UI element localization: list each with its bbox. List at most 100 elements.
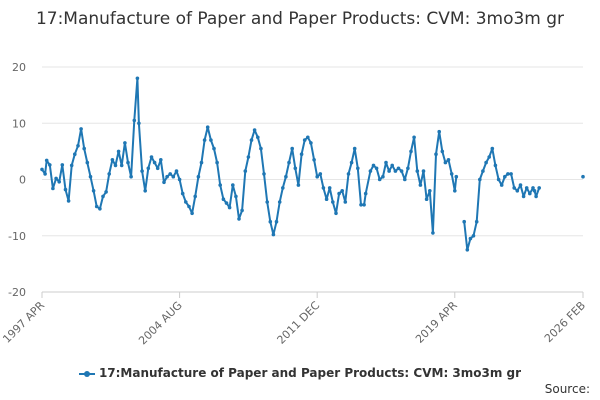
data-point	[240, 208, 244, 213]
data-point	[532, 189, 537, 193]
data-point	[265, 200, 270, 204]
data-point	[352, 146, 357, 151]
y-tick-label: 20	[12, 61, 26, 74]
data-point	[76, 144, 80, 148]
data-point	[359, 203, 363, 207]
data-point	[171, 174, 176, 179]
data-point	[212, 146, 216, 151]
data-point	[521, 194, 526, 199]
data-point	[465, 248, 470, 252]
data-point	[440, 149, 445, 154]
data-point	[66, 199, 71, 203]
data-point	[499, 183, 504, 187]
data-point	[509, 172, 513, 176]
y-tick-label: -20	[8, 286, 26, 299]
data-point	[268, 219, 273, 224]
data-point	[381, 174, 385, 179]
data-point	[524, 186, 529, 190]
data-point	[40, 167, 44, 172]
data-point	[474, 219, 479, 224]
data-point	[431, 231, 435, 235]
data-point	[453, 189, 457, 193]
data-point	[374, 166, 379, 171]
data-point	[255, 135, 260, 140]
data-point	[481, 169, 485, 173]
data-point	[443, 160, 448, 165]
data-point	[484, 160, 488, 165]
data-point	[368, 169, 373, 173]
data-point	[281, 186, 285, 190]
data-point	[478, 177, 482, 182]
data-point	[277, 200, 282, 204]
data-point	[428, 189, 432, 193]
data-point	[415, 169, 420, 173]
data-point	[321, 186, 326, 190]
data-point	[393, 169, 398, 173]
data-point	[140, 169, 144, 173]
x-tick-label: 2026 FEB	[542, 299, 588, 345]
data-point	[518, 183, 523, 187]
data-point	[306, 135, 310, 140]
data-point	[287, 160, 291, 165]
data-point	[155, 166, 160, 171]
chart-title: 17:Manufacture of Paper and Paper Produc…	[35, 9, 565, 29]
data-point	[104, 190, 108, 194]
data-point	[73, 152, 77, 156]
data-point	[180, 191, 185, 196]
data-point	[434, 152, 438, 156]
data-point	[227, 205, 232, 210]
data-point	[246, 155, 251, 159]
data-point	[446, 158, 451, 162]
data-point	[165, 174, 169, 179]
data-point	[143, 189, 147, 193]
data-point	[110, 158, 115, 162]
data-point	[57, 180, 61, 184]
data-point	[126, 160, 130, 165]
data-point	[262, 172, 266, 176]
data-point	[54, 176, 58, 181]
data-point	[346, 172, 351, 176]
data-point	[199, 160, 204, 165]
data-point	[218, 183, 222, 187]
y-tick-label: 10	[12, 117, 26, 130]
data-point	[515, 189, 520, 193]
data-point	[581, 174, 585, 179]
data-point	[293, 166, 298, 171]
data-point	[487, 155, 492, 159]
data-point	[406, 166, 410, 171]
data-point	[215, 160, 219, 165]
data-point	[396, 166, 401, 171]
data-point	[334, 211, 338, 216]
data-point	[362, 203, 366, 207]
data-point	[224, 201, 229, 205]
data-point	[79, 127, 83, 131]
data-point	[537, 186, 541, 190]
data-point	[403, 177, 407, 182]
data-point	[193, 194, 197, 199]
data-point	[51, 186, 55, 191]
data-point	[496, 177, 501, 182]
data-point	[184, 200, 188, 204]
data-point	[234, 194, 238, 199]
data-point	[468, 236, 473, 241]
data-point	[387, 169, 391, 173]
data-point	[506, 172, 510, 176]
data-point	[149, 155, 154, 159]
data-point	[252, 128, 257, 132]
data-point	[274, 219, 279, 224]
data-point	[259, 146, 263, 151]
data-point	[63, 187, 68, 192]
data-point	[384, 160, 388, 165]
data-point	[315, 174, 320, 179]
data-point	[116, 149, 121, 154]
data-point	[101, 194, 105, 199]
y-tick-label: 0	[19, 174, 26, 187]
data-point	[349, 160, 354, 165]
legend[interactable]: 17:Manufacture of Paper and Paper Produc…	[0, 366, 600, 380]
data-point	[187, 204, 191, 209]
data-point	[493, 163, 498, 168]
y-tick-label: -10	[8, 230, 26, 243]
data-point	[343, 200, 348, 204]
data-point	[318, 172, 323, 176]
